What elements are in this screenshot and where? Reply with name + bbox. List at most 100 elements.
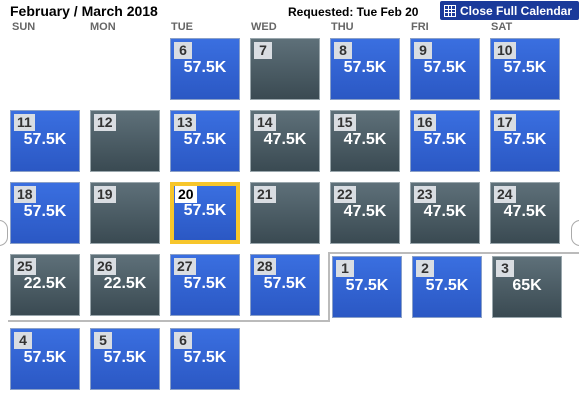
- price-label: 57.5K: [425, 277, 469, 294]
- weekday-sat: SAT: [491, 21, 513, 33]
- day-cell-feb-26[interactable]: 26 22.5K: [90, 254, 160, 316]
- price-label: 47.5K: [343, 203, 387, 220]
- day-number: 19: [94, 186, 116, 203]
- day-number: 1: [336, 260, 354, 277]
- day-number: 6: [174, 332, 192, 349]
- price-label: 57.5K: [183, 349, 227, 366]
- day-cell-feb-11[interactable]: 11 57.5K: [10, 110, 80, 172]
- day-cell-feb-8[interactable]: 8 57.5K: [330, 38, 400, 100]
- close-full-calendar-button[interactable]: Close Full Calendar: [440, 1, 579, 20]
- day-number: 23: [414, 186, 436, 203]
- day-cell-feb-17[interactable]: 17 57.5K: [490, 110, 560, 172]
- day-number: 25: [14, 258, 36, 275]
- weekday-mon: MON: [90, 21, 116, 33]
- day-cell-feb-19[interactable]: 19: [90, 182, 160, 244]
- price-label: 57.5K: [423, 131, 467, 148]
- weekday-wed: WED: [251, 21, 277, 33]
- day-cell-feb-28[interactable]: 28 57.5K: [250, 254, 320, 316]
- day-number: 2: [416, 260, 434, 277]
- price-label: 57.5K: [183, 275, 227, 292]
- day-number: 10: [494, 42, 516, 59]
- price-label: 57.5K: [183, 131, 227, 148]
- close-full-calendar-label: Close Full Calendar: [460, 3, 573, 18]
- day-number: 11: [14, 114, 35, 131]
- weekday-tue: TUE: [171, 21, 193, 33]
- day-number: 16: [414, 114, 436, 131]
- price-label: 57.5K: [503, 59, 547, 76]
- day-number: 15: [334, 114, 356, 131]
- price-label: 57.5K: [423, 59, 467, 76]
- day-number: 22: [334, 186, 356, 203]
- price-label: 47.5K: [503, 203, 547, 220]
- next-week-arrow[interactable]: [571, 220, 579, 246]
- day-cell-mar-1[interactable]: 1 57.5K: [332, 256, 402, 318]
- day-number: 18: [14, 186, 36, 203]
- price-label: 57.5K: [263, 275, 307, 292]
- day-cell-mar-2[interactable]: 2 57.5K: [412, 256, 482, 318]
- day-number: 20: [175, 186, 197, 203]
- day-cell-feb-25[interactable]: 25 22.5K: [10, 254, 80, 316]
- price-label: 47.5K: [263, 131, 307, 148]
- day-cell-feb-20-selected[interactable]: 20 57.5K: [170, 182, 240, 244]
- price-label: 65K: [512, 277, 542, 294]
- calendar-title: February / March 2018: [10, 3, 158, 19]
- weekday-sun: SUN: [12, 21, 36, 33]
- price-label: 57.5K: [343, 59, 387, 76]
- day-number: 3: [496, 260, 514, 277]
- weekday-fri: FRI: [411, 21, 429, 33]
- calendar-icon: [444, 4, 456, 17]
- month-divider-bottom: [8, 320, 330, 322]
- price-label: 57.5K: [503, 131, 547, 148]
- day-cell-feb-7[interactable]: 7: [250, 38, 320, 100]
- price-label: 57.5K: [23, 203, 67, 220]
- day-cell-mar-4[interactable]: 4 57.5K: [10, 328, 80, 390]
- day-cell-feb-9[interactable]: 9 57.5K: [410, 38, 480, 100]
- price-label: 57.5K: [183, 202, 227, 219]
- day-number: 4: [14, 332, 32, 349]
- month-divider-vertical: [328, 252, 330, 322]
- day-cell-mar-3[interactable]: 3 65K: [492, 256, 562, 318]
- price-label: 47.5K: [423, 203, 467, 220]
- day-number: 12: [94, 114, 116, 131]
- price-label: 57.5K: [183, 59, 227, 76]
- price-label: 22.5K: [23, 275, 67, 292]
- day-number: 6: [174, 42, 192, 59]
- day-cell-feb-27[interactable]: 27 57.5K: [170, 254, 240, 316]
- day-cell-feb-14[interactable]: 14 47.5K: [250, 110, 320, 172]
- day-number: 27: [174, 258, 196, 275]
- day-cell-feb-16[interactable]: 16 57.5K: [410, 110, 480, 172]
- day-number: 28: [254, 258, 276, 275]
- day-cell-feb-12[interactable]: 12: [90, 110, 160, 172]
- day-cell-feb-18[interactable]: 18 57.5K: [10, 182, 80, 244]
- day-number: 7: [254, 42, 272, 59]
- day-number: 8: [334, 42, 352, 59]
- price-label: 22.5K: [103, 275, 147, 292]
- day-number: 21: [254, 186, 276, 203]
- weekday-thu: THU: [331, 21, 354, 33]
- day-cell-feb-13[interactable]: 13 57.5K: [170, 110, 240, 172]
- price-label: 57.5K: [23, 131, 67, 148]
- day-cell-feb-22[interactable]: 22 47.5K: [330, 182, 400, 244]
- previous-week-arrow[interactable]: [0, 220, 8, 246]
- month-divider-top: [328, 252, 579, 254]
- day-number: 14: [254, 114, 276, 131]
- day-cell-feb-23[interactable]: 23 47.5K: [410, 182, 480, 244]
- price-label: 57.5K: [345, 277, 389, 294]
- day-number: 17: [494, 114, 516, 131]
- day-cell-feb-15[interactable]: 15 47.5K: [330, 110, 400, 172]
- day-cell-feb-6[interactable]: 6 57.5K: [170, 38, 240, 100]
- day-cell-mar-6[interactable]: 6 57.5K: [170, 328, 240, 390]
- price-label: 47.5K: [343, 131, 387, 148]
- day-cell-mar-5[interactable]: 5 57.5K: [90, 328, 160, 390]
- requested-date: Requested: Tue Feb 20: [288, 5, 419, 19]
- day-cell-feb-21[interactable]: 21: [250, 182, 320, 244]
- day-number: 24: [494, 186, 516, 203]
- day-number: 9: [414, 42, 432, 59]
- price-label: 57.5K: [23, 349, 67, 366]
- day-cell-feb-10[interactable]: 10 57.5K: [490, 38, 560, 100]
- price-label: 57.5K: [103, 349, 147, 366]
- day-number: 26: [94, 258, 116, 275]
- day-number: 5: [94, 332, 112, 349]
- day-cell-feb-24[interactable]: 24 47.5K: [490, 182, 560, 244]
- day-number: 13: [174, 114, 196, 131]
